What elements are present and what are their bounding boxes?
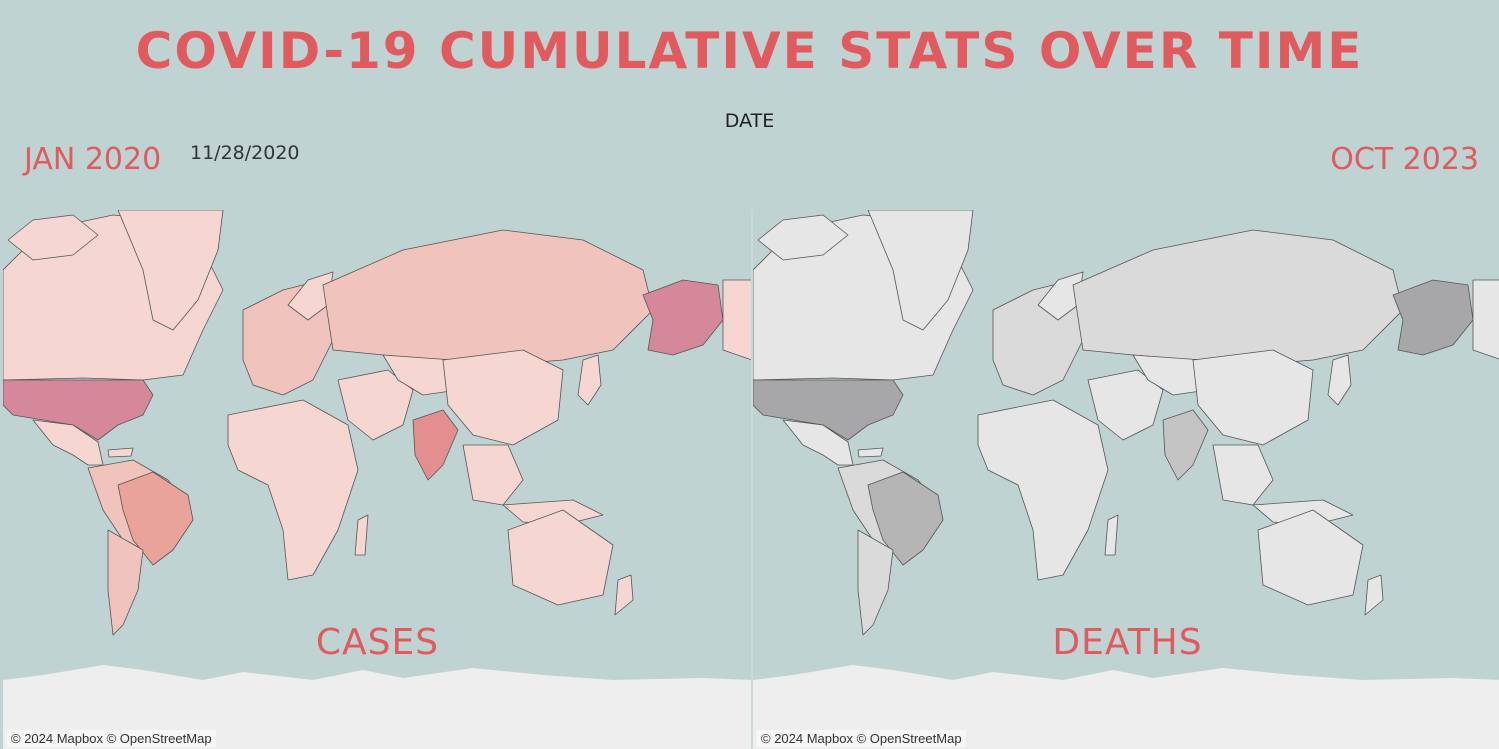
dashboard-title: COVID-19 CUMULATIVE STATS OVER TIME bbox=[135, 22, 1364, 80]
deaths-new-zealand[interactable] bbox=[1364, 574, 1384, 616]
cases-japan[interactable] bbox=[577, 354, 602, 406]
deaths-india[interactable] bbox=[1162, 409, 1209, 481]
deaths-madagascar[interactable] bbox=[1104, 514, 1119, 556]
cases-china[interactable] bbox=[442, 349, 564, 446]
date-filter-label: DATE bbox=[724, 110, 775, 132]
deaths-map-attribution[interactable]: © 2024 Mapbox © OpenStreetMap bbox=[757, 730, 966, 747]
cases-canada-east-edge[interactable] bbox=[722, 279, 752, 361]
deaths-central-asia[interactable] bbox=[1132, 354, 1209, 396]
deaths-map-canvas[interactable] bbox=[753, 210, 1499, 749]
cases-usa[interactable] bbox=[3, 379, 154, 441]
cases-map-canvas[interactable] bbox=[3, 210, 752, 749]
cases-russia[interactable] bbox=[322, 229, 654, 366]
deaths-map[interactable]: DEATHS © 2024 Mapbox © OpenStreetMap bbox=[753, 210, 1499, 749]
deaths-brazil[interactable] bbox=[867, 471, 944, 566]
cases-arctic-islands[interactable] bbox=[7, 214, 99, 261]
current-date-value[interactable]: 11/28/2020 bbox=[190, 142, 300, 164]
cases-indonesia[interactable] bbox=[502, 499, 604, 526]
deaths-caribbean[interactable] bbox=[857, 447, 884, 458]
cases-africa[interactable] bbox=[227, 399, 359, 581]
deaths-indonesia[interactable] bbox=[1252, 499, 1354, 526]
date-range-end: OCT 2023 bbox=[1330, 142, 1479, 177]
cases-south-america-south[interactable] bbox=[107, 529, 144, 636]
cases-australia[interactable] bbox=[507, 509, 614, 606]
deaths-arctic-islands[interactable] bbox=[757, 214, 849, 261]
cases-southeast-asia[interactable] bbox=[462, 444, 524, 506]
cases-madagascar[interactable] bbox=[354, 514, 369, 556]
cases-map-attribution[interactable]: © 2024 Mapbox © OpenStreetMap bbox=[7, 730, 216, 747]
date-range-start: JAN 2020 bbox=[24, 142, 162, 177]
deaths-usa[interactable] bbox=[753, 379, 904, 441]
cases-greenland[interactable] bbox=[117, 210, 224, 331]
cases-mexico-central-america[interactable] bbox=[32, 419, 104, 466]
cases-india[interactable] bbox=[412, 409, 459, 481]
cases-brazil[interactable] bbox=[117, 471, 194, 566]
cases-new-zealand[interactable] bbox=[614, 574, 634, 616]
cases-caribbean[interactable] bbox=[107, 447, 134, 458]
deaths-china[interactable] bbox=[1192, 349, 1314, 446]
deaths-middle-east[interactable] bbox=[1087, 369, 1164, 441]
deaths-greenland[interactable] bbox=[867, 210, 974, 331]
deaths-africa[interactable] bbox=[977, 399, 1109, 581]
deaths-map-label: DEATHS bbox=[1052, 622, 1203, 663]
deaths-southeast-asia[interactable] bbox=[1212, 444, 1274, 506]
cases-map[interactable]: CASES © 2024 Mapbox © OpenStreetMap bbox=[3, 210, 752, 749]
map-divider bbox=[751, 210, 753, 749]
cases-middle-east[interactable] bbox=[337, 369, 414, 441]
deaths-canada-east-edge[interactable] bbox=[1472, 279, 1499, 360]
cases-map-label: CASES bbox=[315, 622, 440, 663]
deaths-alaska[interactable] bbox=[1392, 279, 1474, 356]
deaths-mexico-central-america[interactable] bbox=[782, 419, 854, 466]
cases-central-asia[interactable] bbox=[382, 354, 459, 396]
deaths-australia[interactable] bbox=[1257, 509, 1364, 606]
cases-antarctica bbox=[3, 665, 752, 749]
deaths-japan[interactable] bbox=[1327, 354, 1352, 406]
cases-alaska[interactable] bbox=[642, 279, 724, 356]
deaths-antarctica bbox=[753, 665, 1499, 749]
deaths-south-america-south[interactable] bbox=[857, 529, 894, 636]
deaths-russia[interactable] bbox=[1072, 229, 1404, 366]
